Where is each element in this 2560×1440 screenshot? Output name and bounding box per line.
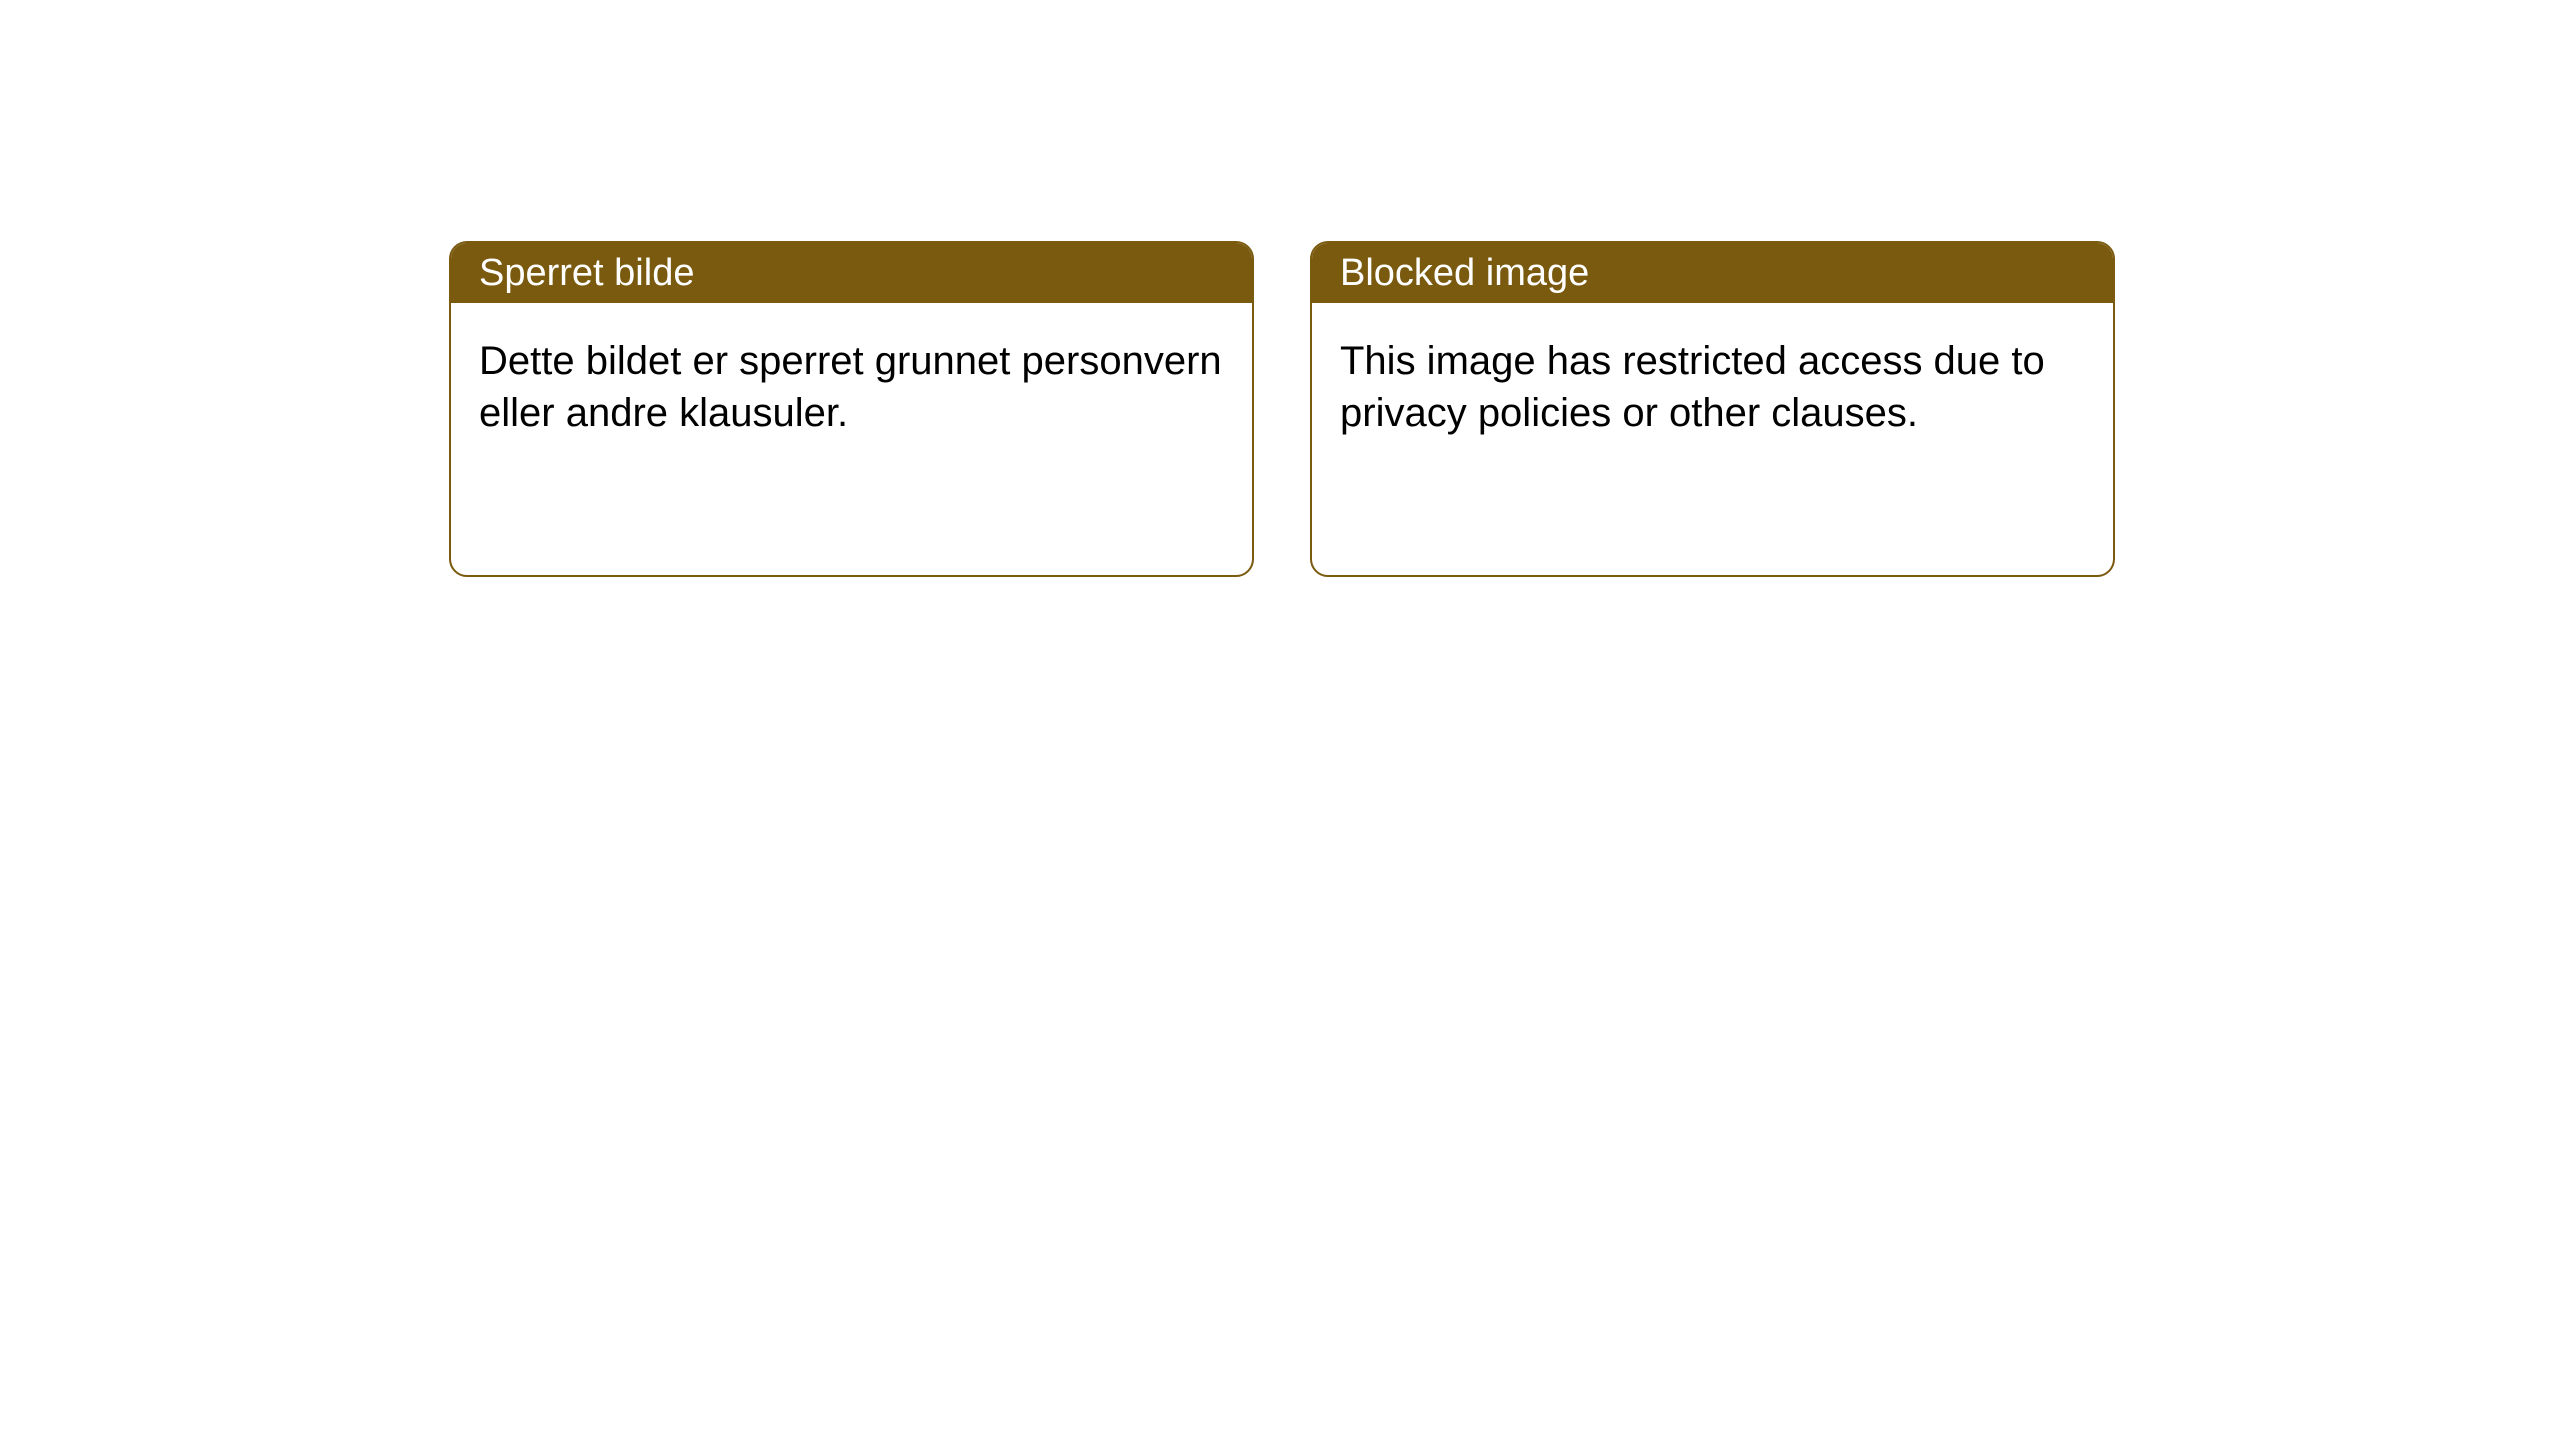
card-body-text: This image has restricted access due to … <box>1312 303 2113 471</box>
card-body-text: Dette bildet er sperret grunnet personve… <box>451 303 1252 471</box>
card-title: Blocked image <box>1312 243 2113 303</box>
notice-card-english: Blocked image This image has restricted … <box>1310 241 2115 577</box>
card-title: Sperret bilde <box>451 243 1252 303</box>
notice-cards-container: Sperret bilde Dette bildet er sperret gr… <box>0 0 2560 577</box>
notice-card-norwegian: Sperret bilde Dette bildet er sperret gr… <box>449 241 1254 577</box>
